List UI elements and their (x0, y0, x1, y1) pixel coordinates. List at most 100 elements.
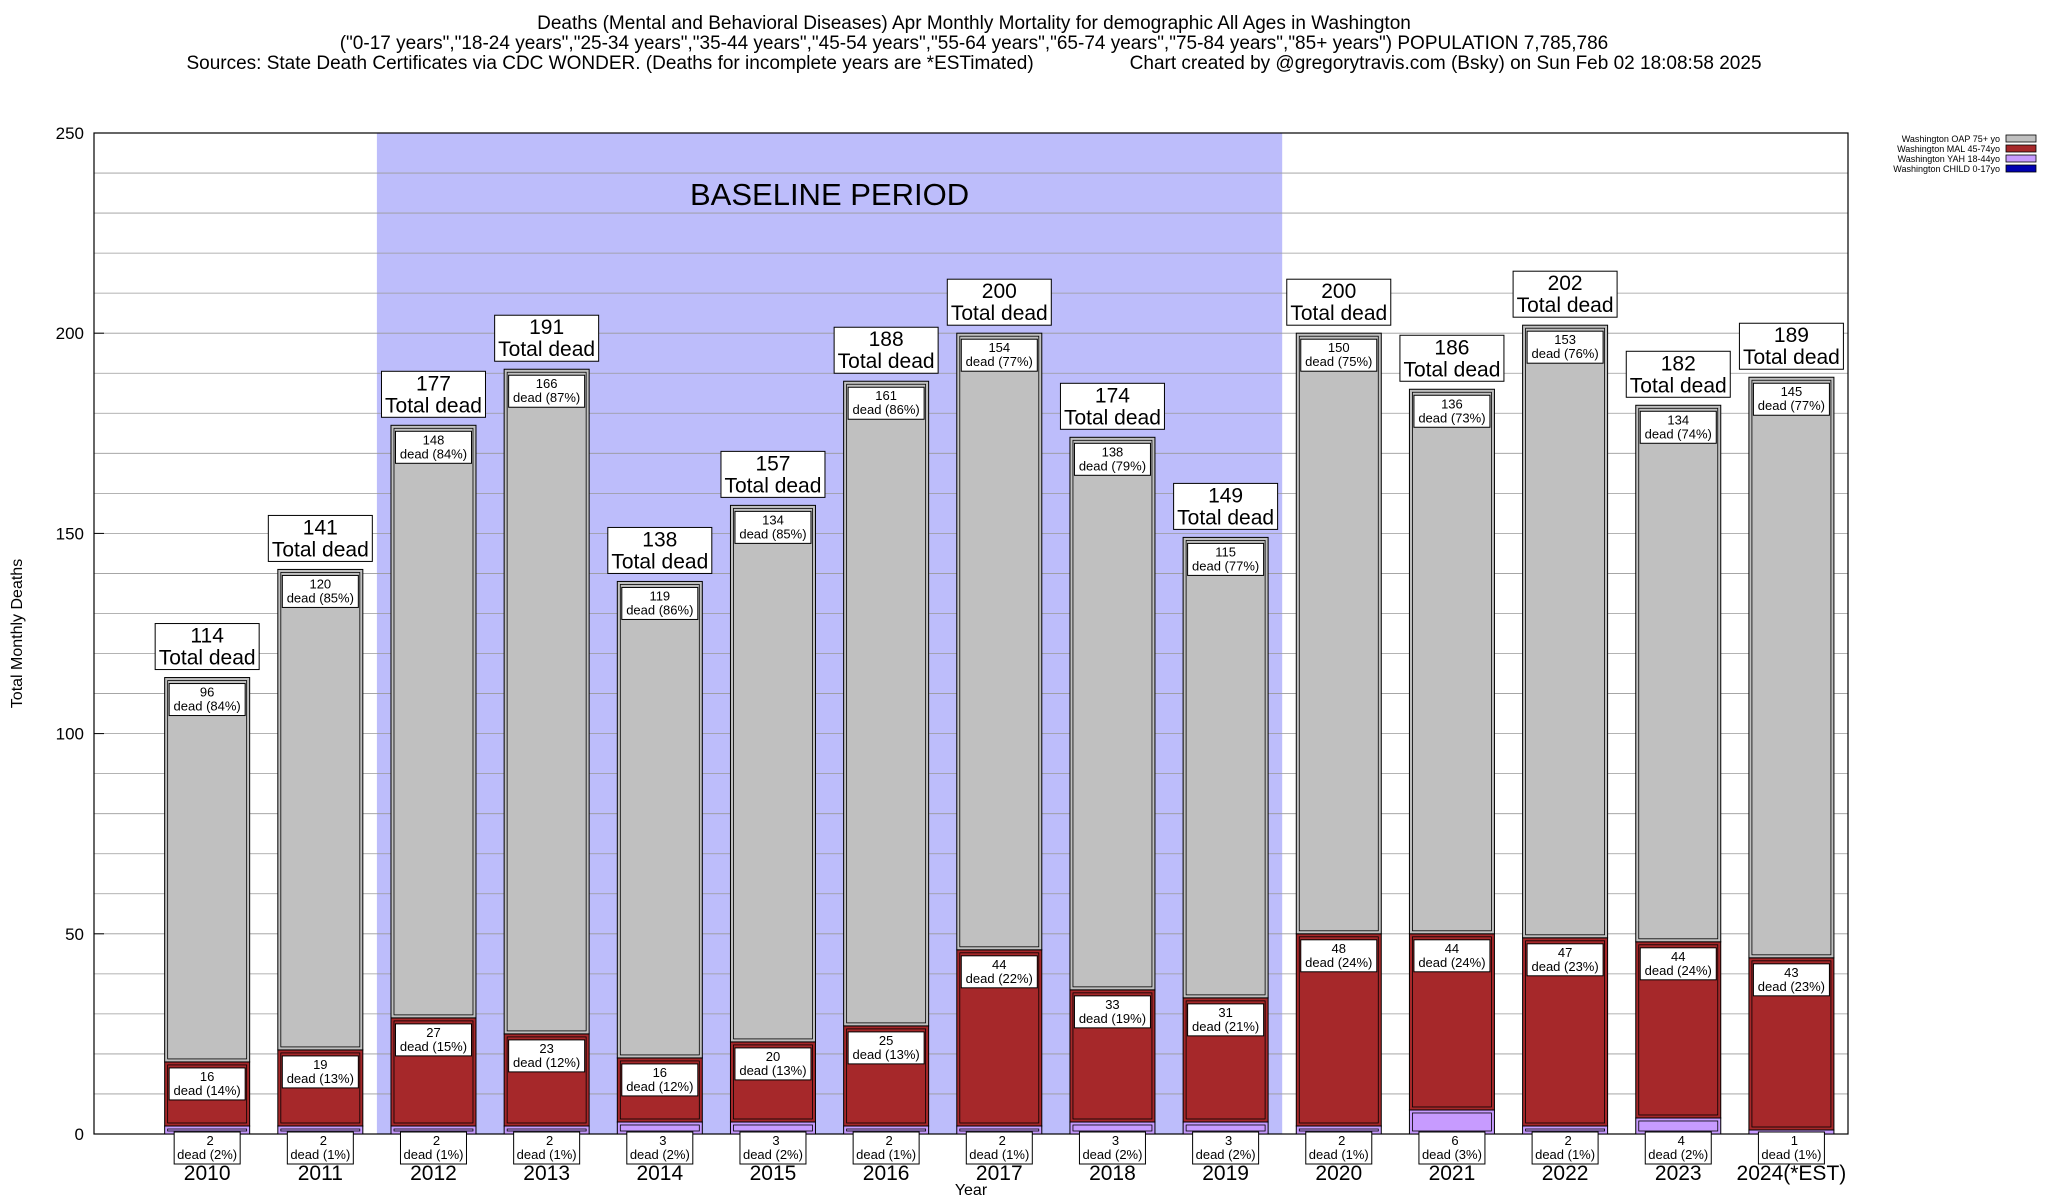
bar-segment-inner (619, 1060, 700, 1120)
total-value-label: 186 (1434, 336, 1469, 359)
bar-segment-inner (1072, 992, 1153, 1120)
legend-label: Washington MAL 45-74yo (1897, 144, 2000, 154)
segment-value-label: 44 (1671, 949, 1685, 964)
segment-pct-label: dead (2%) (1648, 1147, 1708, 1162)
segment-value-label: 20 (766, 1049, 780, 1064)
total-dead-label: Total dead (1290, 302, 1387, 325)
bar-segment-inner (167, 680, 248, 1060)
legend-swatch (2005, 154, 2037, 163)
segment-pct-label: dead (77%) (1192, 558, 1259, 573)
total-label-box (380, 370, 486, 418)
total-value-label: 149 (1208, 484, 1243, 507)
chart-title: Deaths (Mental and Behavioral Diseases) … (537, 13, 1411, 34)
segment-pct-label: dead (85%) (287, 590, 354, 605)
total-label-box (267, 514, 373, 562)
segment-label-box (168, 683, 246, 717)
total-dead-label: Total dead (385, 394, 482, 417)
bar-segment-inner (846, 1028, 927, 1124)
segment-pct-label: dead (23%) (1531, 959, 1598, 974)
bar-segment-inner (1072, 439, 1153, 988)
total-label-box (1512, 270, 1618, 318)
y-tick-label: 100 (56, 725, 84, 744)
bar-segment-inner (506, 1036, 587, 1124)
x-tick-label: 2011 (298, 1162, 343, 1185)
bar-segment-inner (1525, 1128, 1605, 1132)
segment-value-label: 25 (879, 1033, 893, 1048)
segment-pct-label: dead (12%) (513, 1055, 580, 1070)
segment-value-label: 16 (200, 1069, 214, 1084)
segment-label-box (1639, 410, 1717, 444)
segment-pct-label: dead (22%) (966, 971, 1033, 986)
bar-segment (1635, 404, 1722, 943)
total-label-box (1059, 382, 1165, 430)
segment-pct-label: dead (2%) (630, 1147, 690, 1162)
chart-subtitle: ("0-17 years","18-24 years","25-34 years… (339, 33, 1609, 54)
segment-label-box (626, 1131, 694, 1165)
x-tick-label: 2018 (1089, 1162, 1136, 1185)
segment-value-label: 2 (999, 1133, 1006, 1148)
segment-label-box (1073, 995, 1151, 1029)
segment-pct-label: dead (21%) (1192, 1019, 1259, 1034)
bar-segment (1748, 376, 1835, 959)
segment-label-box (1187, 542, 1265, 576)
legend-swatch (2005, 144, 2037, 153)
bar-segment-inner (1072, 1124, 1153, 1132)
total-label-box (154, 623, 260, 671)
legend-label: Washington YAH 18-44yo (1898, 154, 2000, 164)
total-dead-label: Total dead (1517, 294, 1614, 317)
segment-label-box (1413, 394, 1491, 428)
bar-segment (1182, 536, 1269, 999)
segment-pct-label: dead (85%) (739, 526, 806, 541)
x-tick-label: 2012 (410, 1162, 457, 1185)
bar-segment-inner (1298, 1128, 1379, 1132)
bar-segment (390, 424, 477, 1019)
segment-label-box (1418, 1131, 1486, 1165)
x-tick-label: 2013 (523, 1162, 570, 1185)
chart-sources: Sources: State Death Certificates via CD… (186, 53, 1034, 74)
x-axis-label: Year (955, 1182, 988, 1199)
total-dead-label: Total dead (725, 474, 822, 497)
segment-pct-label: dead (84%) (400, 446, 467, 461)
total-dead-label: Total dead (1064, 406, 1161, 429)
segment-value-label: 2 (1564, 1133, 1571, 1148)
segment-pct-label: dead (1%) (290, 1147, 350, 1162)
bar-segment-inner (959, 1128, 1040, 1132)
bar-segment-inner (393, 1020, 474, 1124)
segment-value-label: 2 (320, 1133, 327, 1148)
total-label-box (1286, 278, 1392, 326)
segment-label-box (1073, 442, 1151, 476)
total-label-box (1399, 334, 1505, 382)
segment-label-box (734, 510, 812, 544)
x-tick-label: 2021 (1429, 1162, 1476, 1185)
segment-value-label: 120 (309, 576, 331, 591)
segment-label-box (1644, 1131, 1712, 1165)
segment-value-label: 33 (1105, 997, 1119, 1012)
x-tick-label: 2020 (1315, 1162, 1362, 1185)
segment-pct-label: dead (13%) (287, 1071, 354, 1086)
bar-segment (956, 332, 1043, 951)
y-tick-label: 150 (56, 524, 84, 543)
segment-label-box (960, 338, 1038, 372)
bar-segment-inner (167, 1128, 248, 1132)
segment-pct-label: dead (1%) (1535, 1147, 1595, 1162)
segment-pct-label: dead (87%) (513, 390, 580, 405)
bar-segment-inner (393, 1128, 474, 1132)
segment-label-box (399, 1131, 467, 1165)
segment-value-label: 2 (207, 1133, 214, 1148)
bar-segment (1522, 324, 1609, 939)
y-axis-label: Total Monthly Deaths (9, 559, 26, 708)
segment-pct-label: dead (75%) (1305, 354, 1372, 369)
segment-pct-label: dead (73%) (1418, 410, 1485, 425)
segment-value-label: 44 (1445, 941, 1459, 956)
segment-pct-label: dead (3%) (1422, 1147, 1482, 1162)
total-dead-label: Total dead (272, 538, 369, 561)
total-value-label: 202 (1548, 272, 1583, 295)
segment-label-box (1752, 963, 1830, 997)
x-tick-label: 2019 (1202, 1162, 1249, 1185)
segment-pct-label: dead (24%) (1418, 955, 1485, 970)
segment-label-box (847, 1031, 925, 1065)
segment-value-label: 153 (1554, 332, 1576, 347)
segment-pct-label: dead (14%) (174, 1083, 241, 1098)
segment-pct-label: dead (2%) (743, 1147, 803, 1162)
segment-value-label: 6 (1451, 1133, 1458, 1148)
